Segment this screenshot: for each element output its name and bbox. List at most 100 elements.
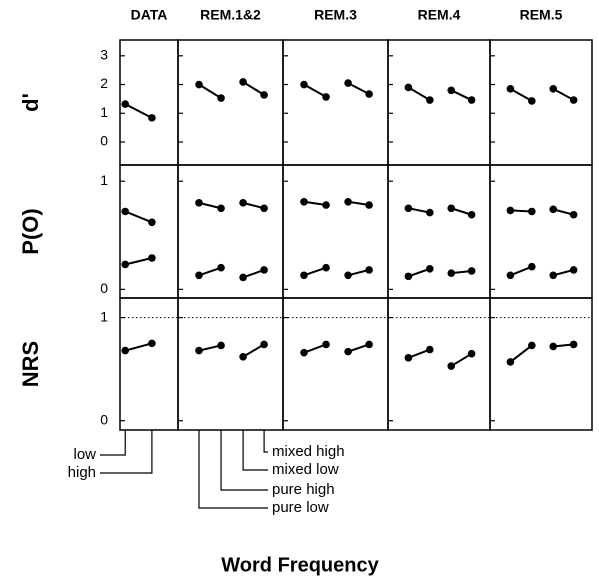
panel bbox=[177, 164, 284, 299]
line-segment bbox=[509, 87, 533, 102]
column-title: REM.5 bbox=[520, 7, 563, 23]
line-segment bbox=[303, 83, 327, 98]
x-axis-label: Word Frequency bbox=[221, 554, 379, 576]
leader-line bbox=[198, 430, 268, 509]
data-point bbox=[528, 207, 536, 216]
line-segment bbox=[198, 83, 222, 99]
y-tick-label: 0 bbox=[100, 411, 108, 427]
line-segment bbox=[198, 266, 222, 277]
category-label: high bbox=[68, 464, 96, 481]
data-point bbox=[528, 262, 536, 271]
y-tick-label: 0 bbox=[100, 280, 108, 296]
y-tick-label: 2 bbox=[100, 75, 108, 91]
data-point bbox=[365, 266, 373, 274]
data-point bbox=[239, 199, 247, 207]
leader-line bbox=[100, 430, 153, 474]
row-label: NRS bbox=[18, 341, 43, 387]
data-point bbox=[404, 272, 413, 281]
data-point bbox=[426, 345, 434, 354]
column-title: REM.3 bbox=[314, 7, 357, 23]
column-title: REM.4 bbox=[418, 7, 461, 23]
data-point bbox=[344, 271, 352, 280]
data-point bbox=[217, 341, 225, 350]
line-segment bbox=[347, 82, 370, 95]
line-segment bbox=[510, 265, 533, 277]
data-point bbox=[121, 260, 130, 269]
data-point bbox=[506, 271, 515, 280]
data-point bbox=[467, 210, 476, 219]
data-point bbox=[447, 362, 456, 370]
category-label: pure low bbox=[272, 499, 329, 516]
data-point bbox=[300, 197, 308, 206]
data-point bbox=[404, 354, 413, 362]
leader-line bbox=[220, 430, 268, 491]
data-point bbox=[195, 346, 203, 355]
data-point bbox=[447, 269, 456, 277]
data-point bbox=[569, 210, 578, 219]
data-point bbox=[195, 199, 203, 207]
data-point bbox=[148, 339, 156, 348]
line-segment bbox=[124, 257, 153, 266]
line-segment bbox=[124, 342, 153, 352]
data-point bbox=[239, 78, 247, 86]
data-point bbox=[467, 96, 476, 104]
panel bbox=[119, 39, 179, 166]
panel bbox=[489, 39, 593, 166]
line-segment bbox=[242, 81, 265, 96]
line-segment bbox=[124, 103, 153, 119]
panel bbox=[282, 39, 389, 166]
panel bbox=[177, 297, 284, 431]
data-point bbox=[195, 271, 203, 280]
data-point bbox=[148, 254, 156, 262]
category-label: mixed high bbox=[272, 443, 345, 460]
panel bbox=[387, 39, 491, 166]
data-point bbox=[447, 86, 456, 95]
line-segment bbox=[408, 348, 431, 359]
panel bbox=[282, 164, 389, 299]
data-point bbox=[148, 218, 156, 227]
data-point bbox=[528, 97, 536, 105]
data-point bbox=[260, 266, 268, 274]
data-point bbox=[300, 348, 308, 357]
y-tick-label: 1 bbox=[100, 104, 108, 120]
data-point bbox=[549, 205, 558, 214]
data-point bbox=[217, 263, 225, 272]
data-point bbox=[426, 265, 434, 273]
category-label: mixed low bbox=[272, 461, 339, 478]
data-point bbox=[404, 83, 413, 92]
data-point bbox=[569, 340, 578, 349]
data-point bbox=[426, 96, 434, 104]
column-title: DATA bbox=[131, 7, 168, 23]
data-point bbox=[195, 80, 203, 89]
data-point bbox=[549, 342, 558, 351]
line-segment bbox=[124, 210, 153, 224]
data-point bbox=[344, 79, 352, 87]
column-title: REM.1&2 bbox=[200, 7, 261, 23]
data-point bbox=[148, 114, 156, 122]
data-point bbox=[322, 263, 330, 272]
data-point bbox=[365, 340, 373, 349]
line-segment bbox=[303, 343, 327, 354]
data-point bbox=[447, 204, 456, 213]
line-segment bbox=[552, 87, 575, 101]
data-point bbox=[365, 201, 373, 209]
data-point bbox=[121, 100, 130, 108]
data-point bbox=[121, 346, 130, 355]
data-point bbox=[426, 208, 434, 217]
data-point bbox=[467, 267, 476, 275]
data-point bbox=[239, 273, 247, 282]
y-tick-label: 0 bbox=[100, 133, 108, 149]
data-point bbox=[260, 204, 268, 213]
line-segment bbox=[303, 266, 327, 277]
data-point bbox=[322, 93, 330, 101]
data-point bbox=[121, 207, 130, 216]
leader-line bbox=[242, 430, 268, 471]
row-label: d' bbox=[18, 93, 43, 112]
data-point bbox=[300, 271, 308, 280]
data-point bbox=[300, 80, 308, 89]
leader-line bbox=[263, 430, 268, 453]
y-tick-label: 3 bbox=[100, 47, 108, 63]
data-point bbox=[549, 85, 558, 93]
line-segment bbox=[450, 352, 473, 367]
